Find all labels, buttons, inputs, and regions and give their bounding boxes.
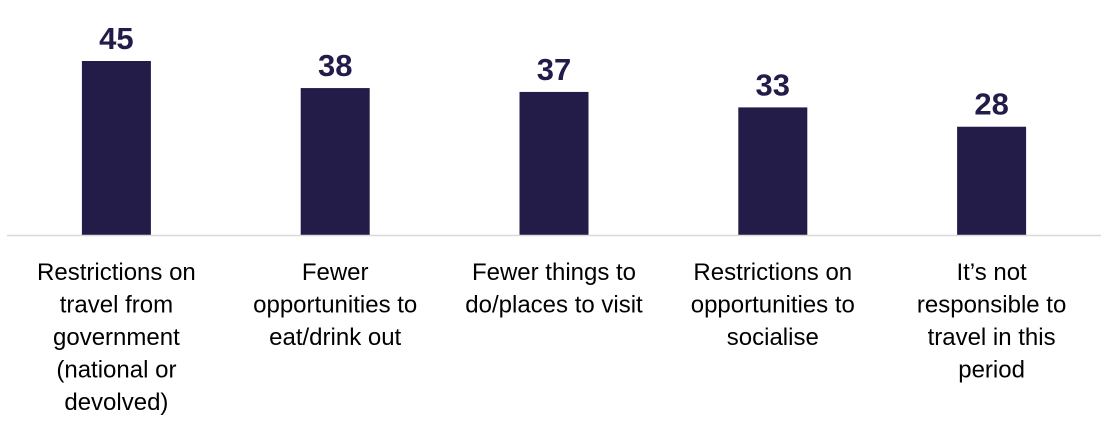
category-label-line: do/places to visit	[465, 292, 643, 319]
category-label-4: Restrictions on opportunities to socialise	[691, 259, 855, 351]
category-labels-layer: Restrictions on travel from government (nat…	[37, 259, 1066, 416]
category-label-line: period	[958, 357, 1025, 384]
category-label-line: opportunities to	[691, 292, 855, 319]
bar-2	[300, 88, 370, 235]
bar-5	[957, 126, 1027, 235]
bars-layer	[81, 61, 1027, 235]
category-label-line: Fewer	[302, 259, 369, 286]
value-label-3: 37	[537, 52, 571, 87]
category-label-line: Restrictions on	[37, 259, 196, 286]
category-label-line: Restrictions on	[693, 259, 852, 286]
category-label-line: travel from	[60, 292, 173, 319]
category-label-line: It’s not	[956, 259, 1027, 286]
bar-1	[81, 61, 151, 235]
value-label-5: 28	[974, 87, 1008, 122]
category-label-line: devolved)	[64, 389, 168, 416]
bar-4	[738, 107, 808, 235]
category-label-line: socialise	[727, 324, 819, 351]
value-label-1: 45	[99, 21, 133, 56]
category-label-line: eat/drink out	[269, 324, 401, 351]
category-label-2: Fewer opportunities to eat/drink out	[253, 259, 417, 351]
category-label-line: (national or	[56, 357, 176, 384]
value-labels-layer: 45 38 37 33 28	[99, 21, 1009, 122]
category-label-5: It’s not responsible to travel in this peri…	[917, 259, 1066, 384]
value-label-2: 38	[318, 48, 352, 83]
category-label-line: travel in this	[928, 324, 1056, 351]
bar-3	[519, 91, 589, 235]
category-label-3: Fewer things to do/places to visit	[465, 259, 643, 319]
category-label-line: government	[53, 324, 180, 351]
category-label-line: Fewer things to	[472, 259, 636, 286]
category-label-line: opportunities to	[253, 292, 417, 319]
category-label-line: responsible to	[917, 292, 1066, 319]
category-label-1: Restrictions on travel from government (nat…	[37, 259, 196, 416]
value-label-4: 33	[756, 67, 790, 102]
